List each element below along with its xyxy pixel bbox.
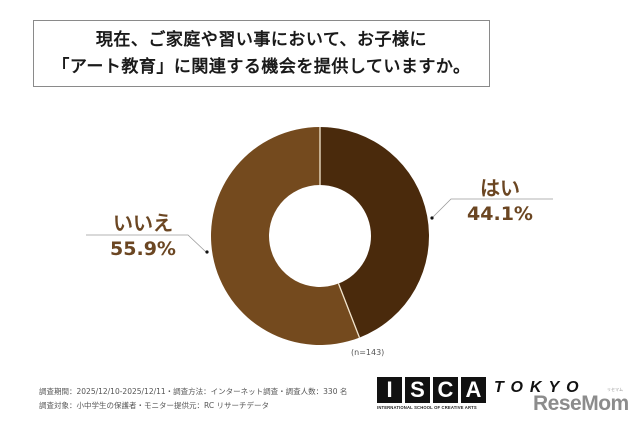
label-no-pct: 55.9% [110, 238, 176, 260]
sample-size-note: (n=143) [351, 348, 385, 357]
chart-title-box: 現在、ご家庭や習い事において、お子様に 「アート教育」に関連する機会を提供してい… [33, 20, 490, 87]
logo-letter: I [377, 377, 402, 403]
logo-letter: C [433, 377, 458, 403]
chart-title-line-1: 現在、ご家庭や習い事において、お子様に [95, 29, 428, 50]
survey-footer: 調査期間：2025/12/10-2025/12/11・調査方法：インターネット調… [39, 385, 347, 413]
survey-target-line: 調査対象：小中学生の保護者・モニター提供元：RC リサーチデータ [39, 401, 269, 410]
donut-slice-yes [320, 127, 429, 338]
logo-tagline: INTERNATIONAL SCHOOL OF CREATIVE ARTS [377, 405, 477, 410]
logo-city: TOKYO [494, 379, 586, 396]
donut-slice-no [210, 127, 360, 345]
leader-line-no [86, 234, 209, 254]
label-yes-pct: 44.1% [467, 203, 533, 225]
chart-title-line-2: 「アート教育」に関連する機会を提供していますか。 [52, 56, 471, 77]
label-no-name: いいえ [113, 211, 173, 235]
survey-period-line: 調査期間：2025/12/10-2025/12/11・調査方法：インターネット調… [39, 387, 348, 396]
resemom-watermark: ReseMom [533, 392, 629, 415]
logo-letter: S [405, 377, 430, 403]
leader-line-yes [430, 198, 553, 220]
label-yes-name: はい [480, 176, 520, 200]
logo-letter: A [461, 377, 486, 403]
isca-tokyo-logo: I S C A INTERNATIONAL SCHOOL OF CREATIVE… [377, 377, 586, 410]
resemom-watermark-kana: リセマム [607, 387, 623, 392]
slice-separator [337, 283, 361, 338]
